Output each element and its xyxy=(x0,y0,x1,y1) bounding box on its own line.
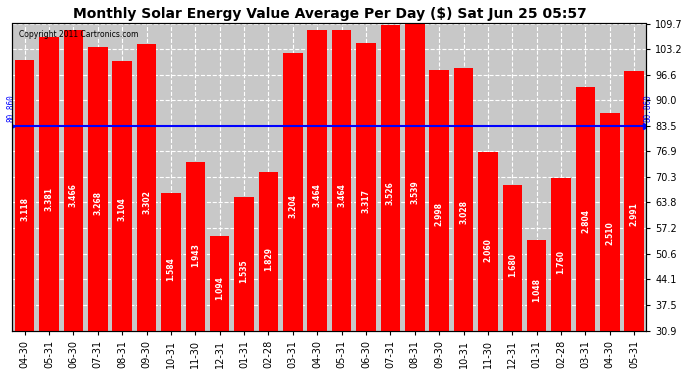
Text: 2.804: 2.804 xyxy=(581,209,590,233)
Text: 1.829: 1.829 xyxy=(264,248,273,272)
Bar xyxy=(210,236,230,331)
Bar xyxy=(63,30,83,331)
Text: 3.464: 3.464 xyxy=(313,183,322,207)
Text: 3.381: 3.381 xyxy=(45,187,54,211)
Text: 3.204: 3.204 xyxy=(288,194,297,217)
Text: 1.048: 1.048 xyxy=(532,278,541,302)
Text: 1.094: 1.094 xyxy=(215,276,224,300)
Bar xyxy=(478,152,497,331)
Text: 3.317: 3.317 xyxy=(362,189,371,213)
Text: 2.991: 2.991 xyxy=(630,202,639,226)
Text: 1.680: 1.680 xyxy=(508,253,517,277)
Text: 3.466: 3.466 xyxy=(69,183,78,207)
Text: 3.028: 3.028 xyxy=(459,201,468,225)
Bar xyxy=(624,71,644,331)
Text: 3.118: 3.118 xyxy=(20,197,29,221)
Bar xyxy=(551,178,571,331)
Text: 80.860: 80.860 xyxy=(643,94,652,122)
Text: 2.060: 2.060 xyxy=(484,238,493,262)
Title: Monthly Solar Energy Value Average Per Day ($) Sat Jun 25 05:57: Monthly Solar Energy Value Average Per D… xyxy=(72,7,586,21)
Bar xyxy=(39,37,59,331)
Text: 2.510: 2.510 xyxy=(605,221,614,245)
Text: 2.998: 2.998 xyxy=(435,202,444,226)
Text: 3.526: 3.526 xyxy=(386,181,395,205)
Bar xyxy=(454,68,473,331)
Text: 3.104: 3.104 xyxy=(118,198,127,221)
Bar xyxy=(332,30,351,331)
Text: 1.584: 1.584 xyxy=(166,257,175,281)
Bar xyxy=(356,43,376,331)
Bar xyxy=(112,61,132,331)
Bar xyxy=(429,70,449,331)
Text: 80.860: 80.860 xyxy=(7,94,16,122)
Bar xyxy=(308,30,327,331)
Bar xyxy=(600,113,620,331)
Bar xyxy=(527,240,546,331)
Text: 3.302: 3.302 xyxy=(142,190,151,214)
Text: Copyright 2011 Cartronics.com: Copyright 2011 Cartronics.com xyxy=(19,30,138,39)
Bar xyxy=(502,185,522,331)
Text: 3.268: 3.268 xyxy=(93,191,102,215)
Text: 3.539: 3.539 xyxy=(411,181,420,204)
Text: 1.535: 1.535 xyxy=(239,259,248,283)
Bar xyxy=(15,60,34,331)
Bar xyxy=(381,25,400,331)
Bar xyxy=(161,193,181,331)
Bar xyxy=(405,24,424,331)
Bar xyxy=(575,87,595,331)
Text: 1.943: 1.943 xyxy=(191,243,200,267)
Bar xyxy=(283,53,303,331)
Text: 1.760: 1.760 xyxy=(557,250,566,274)
Bar xyxy=(186,162,205,331)
Text: 3.464: 3.464 xyxy=(337,183,346,207)
Bar xyxy=(259,172,278,331)
Bar xyxy=(88,47,108,331)
Bar xyxy=(137,44,157,331)
Bar xyxy=(235,198,254,331)
